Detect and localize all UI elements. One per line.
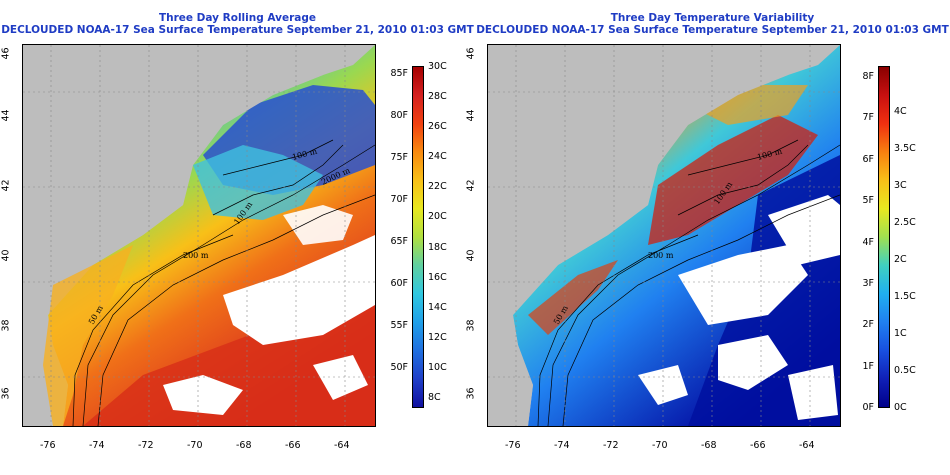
colorbar-label-f: 65F [390,236,408,247]
lat-tick: 38 [0,319,12,332]
colorbar-label-c: 18C [428,241,447,253]
gulf-stream [83,275,375,426]
colorbar-label-f: 0F [862,402,874,413]
lon-tick: -70 [652,440,668,451]
lon-tick: -76 [40,440,56,451]
colorbar-label-c: 0.5C [894,365,916,376]
lat-tick: 36 [0,387,12,400]
colorbar-label-f: 60F [390,278,408,289]
colorbar-label-c: 8C [428,392,441,403]
high-variability-band [648,115,818,245]
lat-tick: 38 [465,319,477,332]
colorbar-label-c: 26C [428,121,447,133]
lon-tick: -64 [334,440,350,451]
variability-colorbar [878,66,890,408]
graticule [488,45,840,426]
colorbar-label-c: 1C [894,328,907,339]
colorbar-label-c: 0C [894,402,907,413]
lon-tick: -64 [799,440,815,451]
lat-tick: 46 [465,47,477,60]
lat-tick: 42 [0,179,12,192]
colorbar-label-c: 4C [894,106,907,117]
panel-title: Three Day Rolling Average [158,12,317,24]
colorbar-label-c: 22C [428,181,447,193]
lon-tick: -74 [89,440,105,451]
colorbar-label-f: 55F [390,320,408,331]
sst-average-map: 50 m 200 m 100 m 100 m 2000 m [22,44,376,427]
lon-tick: -68 [236,440,252,451]
colorbar-label-f: 8F [862,71,874,82]
bathymetry-contours [537,139,840,426]
bathymetry-contours [72,139,375,426]
colorbar-label-c: 2.5C [894,217,916,228]
colorbar-label-f: 80F [390,110,408,121]
cloud-mask [678,245,808,325]
panel-title: Three Day Temperature Variability [610,12,815,24]
lat-tick: 36 [465,387,477,400]
lat-tick: 44 [465,109,477,122]
lat-tick: 46 [0,47,12,60]
panel-subtitle: DECLOUDED NOAA-17 Sea Surface Temperatur… [1,24,474,36]
colorbar-label-f: 5F [862,195,874,207]
colorbar-label-c: 24C [428,151,447,163]
sst-average-panel: Three Day Rolling Average DECLOUDED NOAA… [0,12,474,451]
lon-tick: -66 [285,440,301,451]
colorbar-label-f: 70F [390,194,408,205]
lon-tick: -68 [701,440,717,451]
colorbar-label-c: 2C [894,254,907,265]
colorbar-label-c: 20C [428,211,447,223]
colorbar-label-c: 28C [428,91,447,103]
colorbar-label-f: 75F [390,152,408,163]
lon-tick: -74 [554,440,570,451]
land [488,45,818,426]
colorbar-label-f: 50F [390,362,408,373]
panel-subtitle: DECLOUDED NOAA-17 Sea Surface Temperatur… [476,24,949,36]
contour-label: 200 m [648,251,674,260]
colorbar-label-c: 3.5C [894,143,916,154]
colorbar-label-f: 6F [862,153,874,165]
colorbar-label-f: 85F [390,68,408,79]
contour-label: 200 m [183,251,209,260]
sst-variability-map: 50 m 200 m 100 m 100 m [487,44,841,427]
colorbar-label-f: 3F [862,277,874,289]
georges-bank [193,145,323,220]
land [23,45,353,426]
lat-tick: 40 [0,249,12,262]
lon-tick: -72 [603,440,619,451]
colorbar-label-c: 10C [428,361,447,373]
colorbar-label-c: 16C [428,271,447,283]
colorbar-label-c: 30C [428,61,447,72]
colorbar-label-f: 2F [862,319,874,331]
lat-tick: 44 [0,109,12,122]
colorbar-label-f: 4F [862,236,874,248]
colorbar-label-c: 1.5C [894,291,916,302]
lon-tick: -66 [750,440,766,451]
graticule [23,45,375,426]
lat-tick: 42 [465,179,477,192]
lat-tick: 40 [465,249,477,262]
colorbar-label-c: 14C [428,301,447,313]
cloud-mask [223,235,375,345]
sst-variability-panel: Three Day Temperature Variability DECLOU… [466,0,950,475]
lon-tick: -72 [138,440,154,451]
colorbar-label-c: 3C [894,180,907,191]
colorbar-label-c: 12C [428,331,447,343]
colorbar-label-f: 7F [862,112,874,124]
colorbar-label-f: 1F [862,360,874,372]
lon-tick: -76 [505,440,521,451]
temperature-colorbar [412,66,424,408]
lon-tick: -70 [187,440,203,451]
